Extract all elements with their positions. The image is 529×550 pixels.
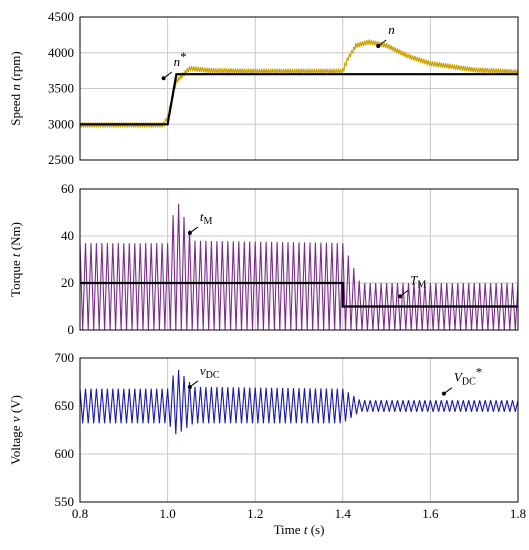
x-axis-label: Time t (s) <box>274 522 325 537</box>
panel-1: 2500 3000 3500 4000 4500 Speed n (rpm) n n* <box>8 9 519 167</box>
panel-3: 550 600 650 700 0.8 1.0 1.2 1.4 1.6 1.8 Time t (s)… <box>8 350 526 537</box>
ytick-label: 3000 <box>48 116 74 131</box>
y-axis-label: Torque t (Nm) <box>8 222 23 297</box>
series-tM <box>79 203 519 331</box>
ytick-label: 40 <box>61 228 74 243</box>
series-TM <box>80 281 518 308</box>
plot-frame <box>79 16 519 161</box>
annotation-label: VDC* <box>454 365 482 388</box>
ytick-label: 550 <box>55 494 75 509</box>
xtick-label: 1.4 <box>335 506 352 521</box>
annotation-dot <box>161 76 166 81</box>
plot-frame <box>79 188 519 331</box>
annotation-dot <box>187 230 192 235</box>
panel-2: 0 20 40 60 Torque t (Nm) tM TM <box>8 181 519 337</box>
ytick-label: 4500 <box>48 9 74 24</box>
ytick-label: 2500 <box>48 152 74 167</box>
ytick-label: 0 <box>68 322 75 337</box>
y-axis-label: Voltage v (V) <box>8 395 23 465</box>
annotation-dot <box>398 294 403 299</box>
ytick-label: 3500 <box>48 81 74 96</box>
xtick-label: 1.2 <box>247 506 263 521</box>
ytick-label: 650 <box>55 398 75 413</box>
xtick-label: 1.0 <box>159 506 175 521</box>
series-vDC <box>79 369 519 435</box>
series-n <box>79 39 519 128</box>
y-axis-label: Speed n (rpm) <box>8 51 23 125</box>
annotation-label: TM <box>410 272 426 290</box>
annotation-dot <box>441 391 446 396</box>
series-n-ref <box>80 73 518 126</box>
annotation-dot <box>376 44 381 49</box>
ytick-label: 60 <box>61 181 74 196</box>
ytick-label: 20 <box>61 275 74 290</box>
ytick-label: 700 <box>55 350 75 365</box>
ytick-label: 600 <box>55 446 75 461</box>
xtick-label: 1.6 <box>422 506 439 521</box>
xtick-label: 0.8 <box>72 506 88 521</box>
annotation-label: vDC <box>200 363 220 381</box>
annotation-label: n* <box>174 49 187 69</box>
annotation-dot <box>187 384 192 389</box>
annotation-label: n <box>388 22 395 37</box>
annotation-label: tM <box>200 209 213 227</box>
plot-frame <box>79 357 519 503</box>
xtick-label: 1.8 <box>510 506 526 521</box>
ytick-label: 4000 <box>48 45 74 60</box>
